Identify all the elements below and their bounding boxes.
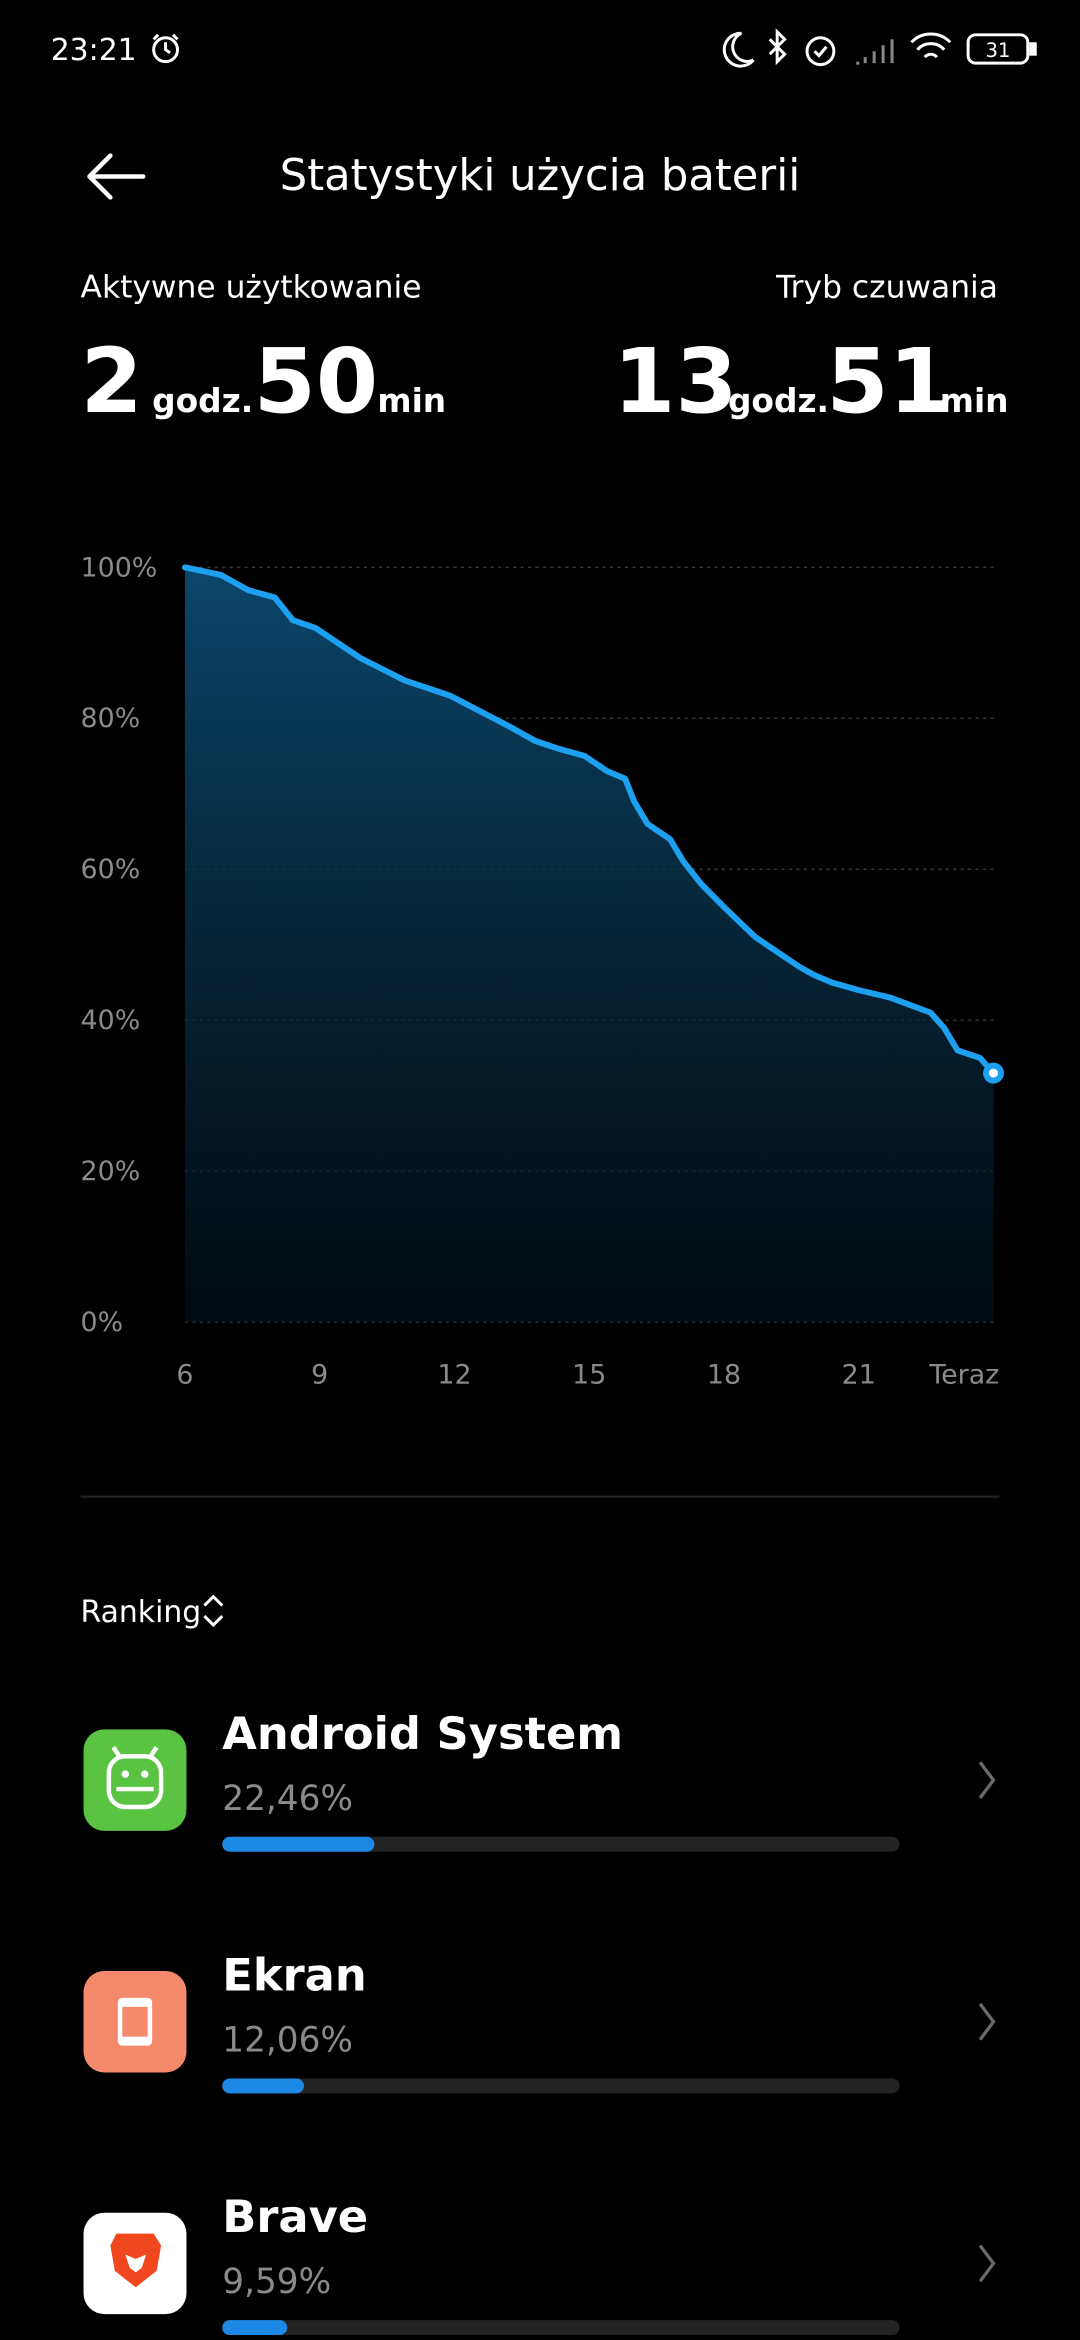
standby-label: Tryb czuwania — [775, 269, 998, 305]
standby-minutes: 51 — [826, 330, 951, 434]
usage-track — [222, 1836, 900, 1852]
x-tick-label: 9 — [311, 1359, 328, 1390]
y-tick-label: 0% — [81, 1307, 124, 1338]
screen-icon — [83, 1971, 187, 2073]
standby-hours-unit: godz. — [728, 382, 829, 420]
usage-bar — [222, 2320, 288, 2336]
current-level-dot-center — [989, 1068, 998, 1078]
sort-icon[interactable] — [203, 1594, 224, 1628]
standby-minutes-unit: min — [940, 382, 1009, 420]
chevron — [978, 1761, 996, 1799]
page-title: Statystyki użycia baterii — [280, 151, 800, 201]
app-percent: 9,59% — [222, 2262, 331, 2302]
ranking-label[interactable]: Ranking — [81, 1595, 202, 1630]
app-percent: 12,06% — [222, 2021, 353, 2061]
battery-level: 31 — [986, 39, 1011, 62]
x-tick-label: Teraz — [928, 1359, 999, 1390]
y-tick-label: 100% — [81, 552, 158, 583]
standby-hours: 13 — [613, 330, 738, 434]
x-tick-label: 12 — [437, 1359, 471, 1390]
battery-chart: 0% 20% 40% 60% 80% 100% 6 9 12 15 18 21 Teraz — [81, 552, 1004, 1390]
x-tick-label: 21 — [842, 1359, 876, 1390]
brave-icon — [83, 2212, 187, 2315]
android-icon — [83, 1729, 187, 1831]
x-tick-label: 18 — [707, 1359, 741, 1390]
x-tick-label: 15 — [572, 1359, 606, 1390]
app-name: Android System — [222, 1707, 623, 1760]
y-tick-label: 80% — [81, 703, 141, 734]
app-row[interactable]: Ekran 12,06% — [222, 1948, 996, 2094]
x-tick-label: 6 — [176, 1359, 193, 1390]
usage-bar — [222, 2078, 304, 2094]
chevron — [978, 2244, 996, 2283]
battery-area — [184, 567, 994, 1323]
active-label: Aktywne użytkowanie — [81, 269, 422, 305]
y-tick-label: 20% — [81, 1156, 141, 1187]
active-minutes: 50 — [254, 330, 379, 434]
y-tick-label: 40% — [81, 1005, 141, 1036]
alarm-icon — [152, 33, 180, 64]
app-row[interactable]: Brave 9,59% — [222, 2190, 996, 2336]
active-hours-unit: godz. — [152, 382, 253, 420]
chevron — [978, 2002, 996, 2041]
y-tick-label: 60% — [81, 854, 141, 885]
app-name: Ekran — [222, 1948, 366, 2001]
status-icons — [722, 28, 1037, 68]
app-row[interactable]: Android System 22,46% — [222, 1707, 996, 1852]
active-hours: 2 — [81, 330, 143, 434]
app-list: Android System 22,46% Ekran 12,06% Brave 9,59… — [222, 1707, 996, 2336]
app-name: Brave — [222, 2190, 368, 2243]
active-minutes-unit: min — [377, 382, 446, 420]
back-button[interactable] — [87, 153, 146, 200]
usage-track — [222, 2078, 900, 2094]
app-percent: 22,46% — [222, 1779, 353, 1819]
battery-line — [181, 564, 997, 1077]
status-time: 23:21 — [51, 33, 137, 68]
usage-track — [222, 2320, 900, 2336]
usage-bar — [222, 1836, 375, 1852]
